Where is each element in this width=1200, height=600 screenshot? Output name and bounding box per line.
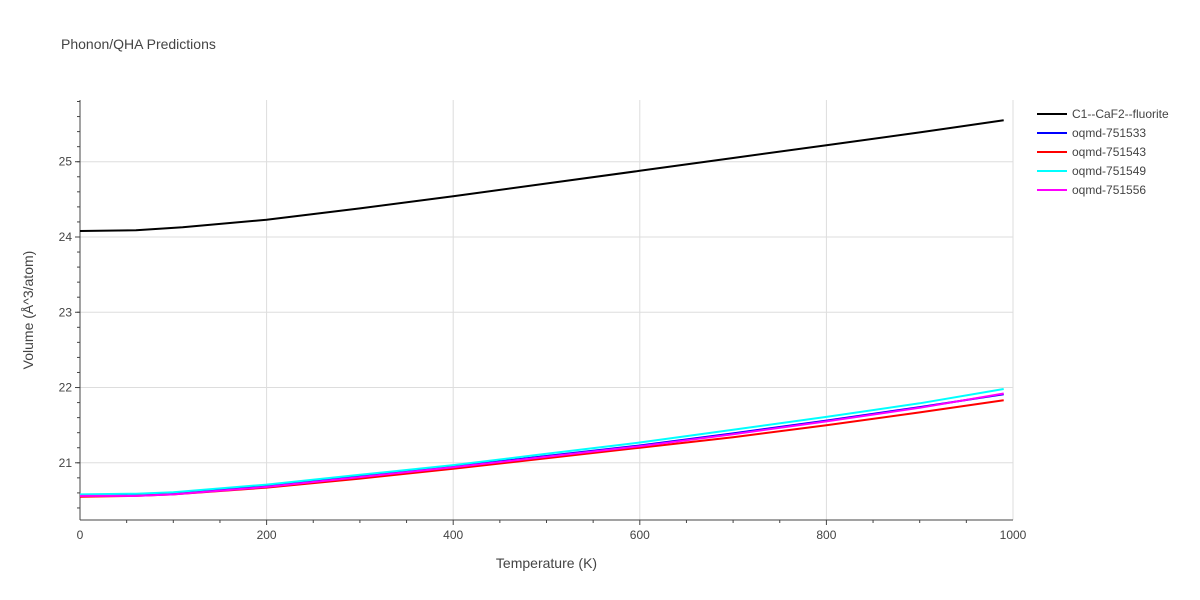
- x-tick-label: 1000: [1000, 528, 1027, 542]
- series-line: [80, 392, 1004, 497]
- x-tick-label: 600: [630, 528, 650, 542]
- legend-label: oqmd-751556: [1072, 183, 1146, 197]
- chart-title: Phonon/QHA Predictions: [61, 36, 216, 52]
- y-tick-label: 21: [59, 456, 73, 470]
- legend-item[interactable]: oqmd-751533: [1037, 126, 1146, 140]
- y-tick-label: 22: [59, 381, 73, 395]
- series-line: [79, 393, 1004, 497]
- x-axis-title: Temperature (K): [496, 555, 597, 571]
- x-tick-label: 0: [77, 528, 84, 542]
- y-axis-title: Volume (Å^3/atom): [20, 251, 36, 370]
- series-line: [79, 119, 1004, 232]
- x-tick-label: 400: [443, 528, 463, 542]
- y-tick-label: 24: [59, 230, 73, 244]
- legend-label: C1--CaF2--fluorite: [1072, 107, 1169, 121]
- x-axis: 0 200 400 600 800 1000: [77, 519, 1027, 542]
- legend-item[interactable]: C1--CaF2--fluorite: [1037, 107, 1169, 121]
- y-tick-label: 25: [59, 155, 73, 169]
- y-tick-label: 23: [59, 305, 73, 319]
- series-line: [79, 388, 1004, 496]
- series-lines: [79, 119, 1004, 498]
- legend-item[interactable]: oqmd-751543: [1037, 145, 1146, 159]
- legend[interactable]: C1--CaF2--fluorite oqmd-751533 oqmd-751543…: [1037, 107, 1169, 197]
- grid-lines: [80, 100, 1014, 520]
- legend-label: oqmd-751549: [1072, 164, 1146, 178]
- legend-item[interactable]: oqmd-751556: [1037, 183, 1146, 197]
- legend-label: oqmd-751533: [1072, 126, 1146, 140]
- legend-item[interactable]: oqmd-751549: [1037, 164, 1146, 178]
- x-tick-label: 800: [816, 528, 836, 542]
- x-tick-label: 200: [257, 528, 277, 542]
- legend-label: oqmd-751543: [1072, 145, 1146, 159]
- y-axis: 21 22 23 24 25: [59, 100, 81, 520]
